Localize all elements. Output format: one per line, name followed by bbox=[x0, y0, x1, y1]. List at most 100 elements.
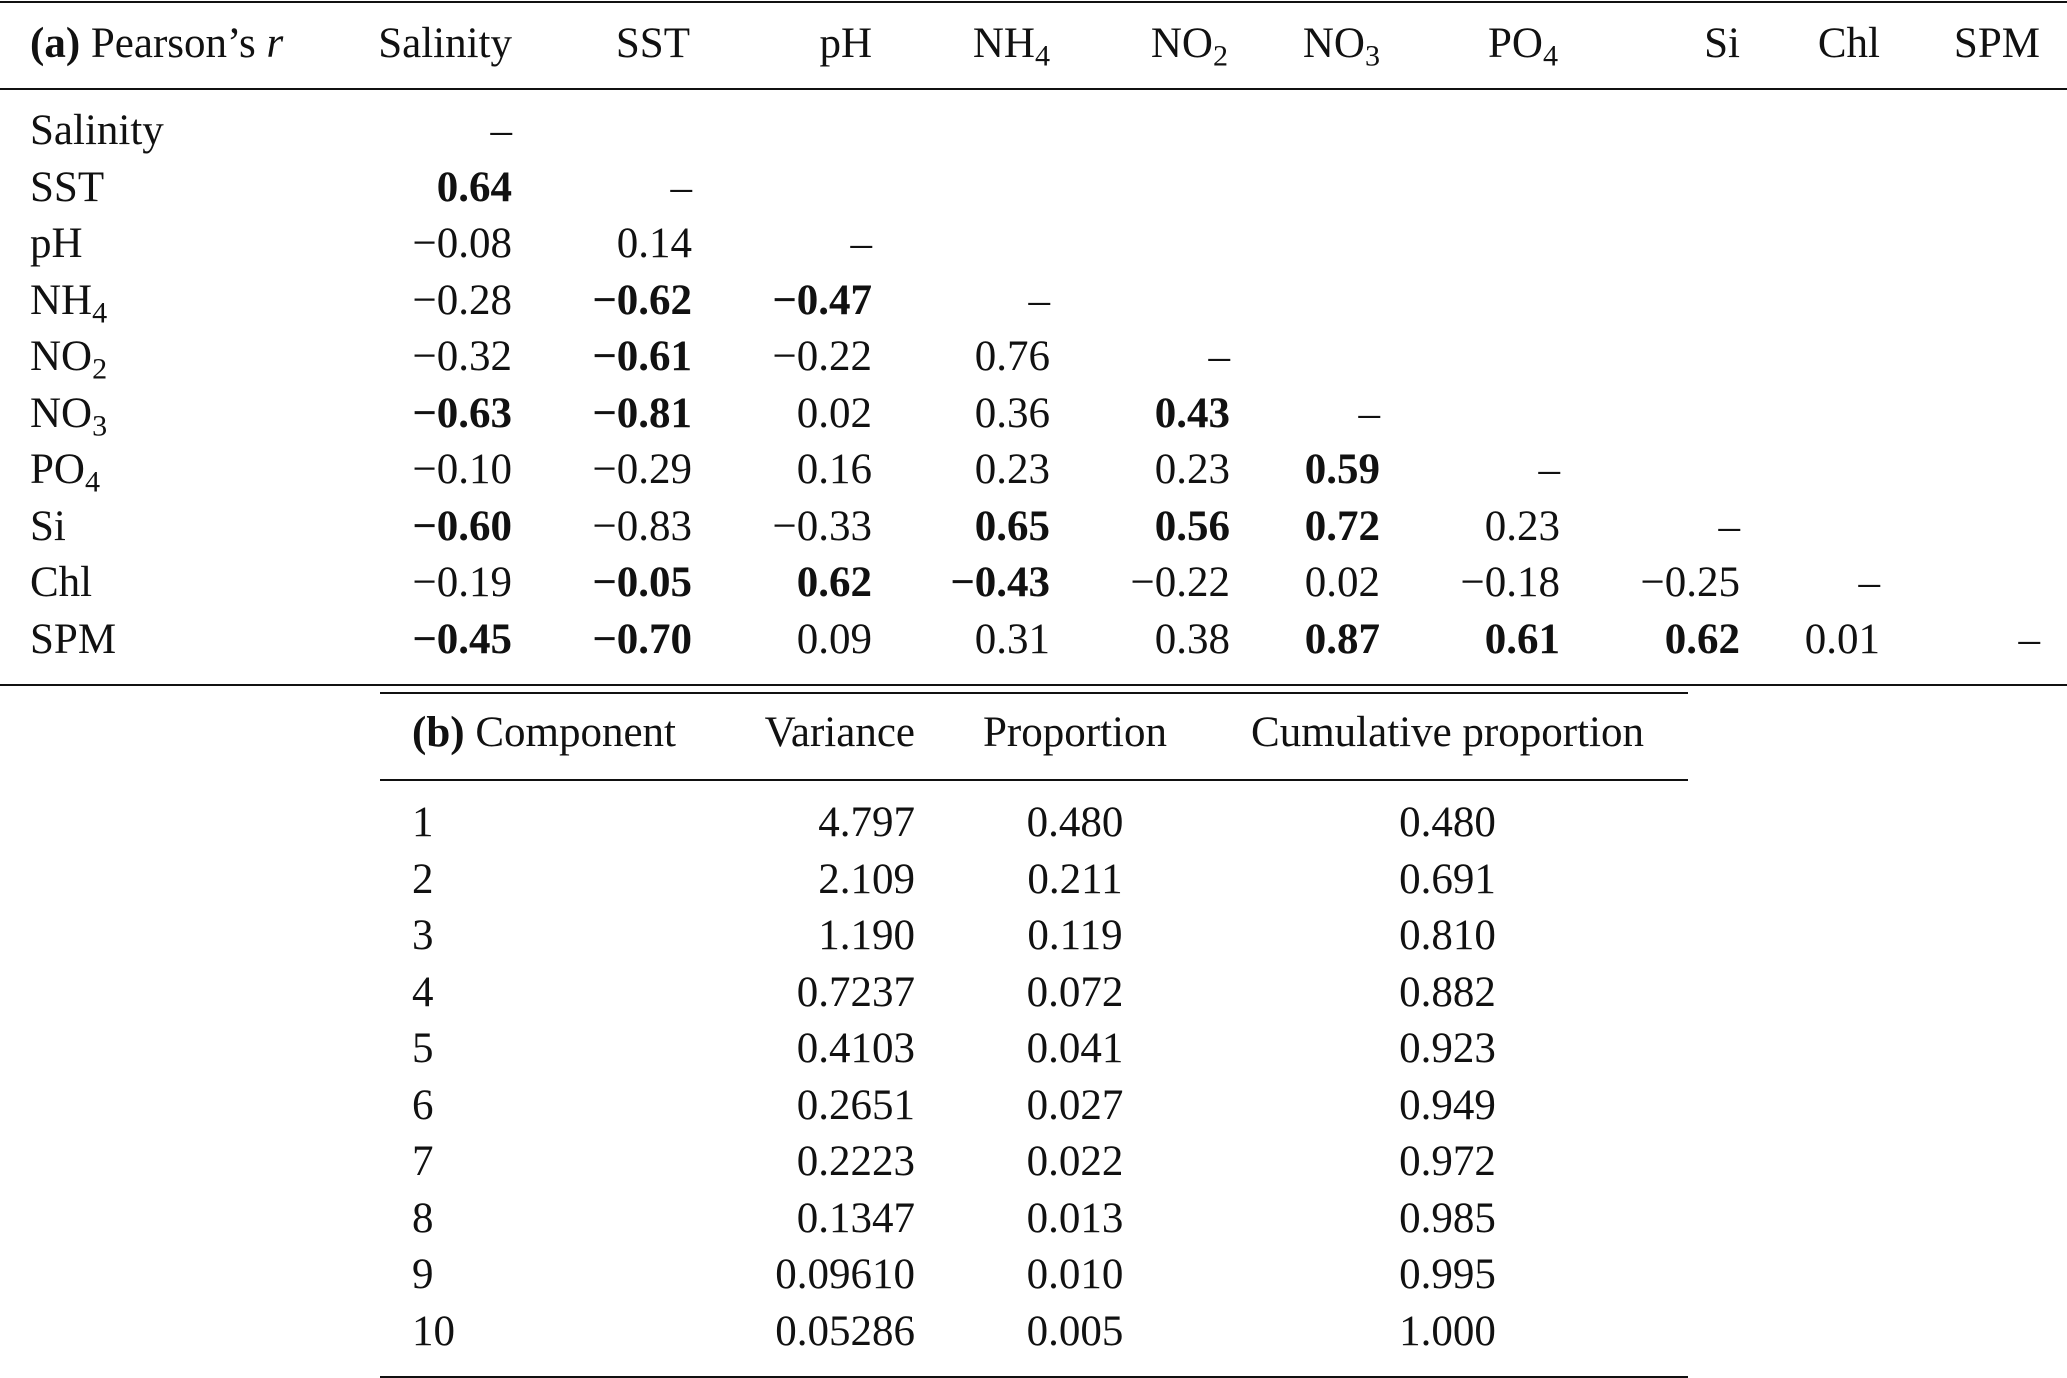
table-a-cell: – bbox=[1208, 333, 1231, 380]
table-a-cell: −0.22 bbox=[1130, 559, 1230, 606]
table-a-cell: – bbox=[670, 163, 693, 211]
table-a-cell: −0.32 bbox=[412, 333, 512, 380]
table-b-variance-cell: 4.797 bbox=[818, 799, 915, 846]
table-a-title-text: Pearson’s bbox=[90, 20, 267, 67]
table-a-cell: 0.38 bbox=[1154, 615, 1230, 663]
table-a-cell: 0.23 bbox=[1484, 502, 1560, 550]
table-b-bottom-rule bbox=[380, 1376, 1688, 1378]
table-b-proportion-cell: 0.119 bbox=[1027, 912, 1123, 959]
table-a-bottom-rule bbox=[0, 684, 2067, 686]
table-a-cell: 0.56 bbox=[1154, 502, 1230, 550]
table-b-component-cell: 10 bbox=[412, 1307, 455, 1355]
table-b-component-cell: 2 bbox=[412, 855, 434, 903]
table-a-label: (a) bbox=[30, 20, 81, 67]
table-b-proportion-cell: 0.005 bbox=[1026, 1307, 1124, 1355]
table-b-header-rule bbox=[380, 779, 1688, 781]
table-a-column-header: NH4 bbox=[972, 20, 1050, 73]
table-b-component-cell: 5 bbox=[412, 1025, 434, 1072]
table-b-cumulative-cell: 0.480 bbox=[1399, 799, 1496, 846]
table-a-cell: 0.61 bbox=[1484, 615, 1560, 663]
table-a-cell: −0.45 bbox=[412, 615, 512, 663]
table-a-cell: 0.14 bbox=[616, 220, 692, 267]
table-b-header-component: (b) Component bbox=[412, 711, 676, 754]
table-a-column-header: Chl bbox=[1817, 20, 1880, 67]
table-a-cell: 0.87 bbox=[1304, 615, 1380, 663]
table-a-row-label: SST bbox=[30, 163, 105, 211]
table-b-cumulative-cell: 0.972 bbox=[1399, 1138, 1496, 1185]
table-b-variance-cell: 0.09610 bbox=[775, 1251, 915, 1298]
table-a-cell: 0.76 bbox=[974, 333, 1050, 380]
table-a-cell: 0.01 bbox=[1804, 615, 1880, 663]
table-b-header-proportion: Proportion bbox=[983, 709, 1167, 756]
table-b-cumulative-cell: 0.882 bbox=[1399, 968, 1496, 1016]
table-a-cell: 0.62 bbox=[1664, 615, 1740, 663]
table-a-cell: −0.05 bbox=[592, 559, 692, 606]
table-a-column-header: Si bbox=[1704, 20, 1740, 67]
table-a-column-header: Salinity bbox=[378, 20, 512, 67]
table-b-cumulative-cell: 0.949 bbox=[1399, 1081, 1496, 1129]
table-b-proportion-cell: 0.480 bbox=[1026, 799, 1124, 846]
table-b-component-cell: 6 bbox=[412, 1081, 434, 1129]
table-a-cell: 0.36 bbox=[974, 389, 1050, 437]
table-a-cell: 0.72 bbox=[1304, 502, 1380, 550]
table-a-cell: – bbox=[1358, 389, 1381, 437]
table-a-row-label: Salinity bbox=[30, 107, 164, 154]
table-b-cumulative-cell: 1.000 bbox=[1399, 1307, 1496, 1355]
table-b-cumulative-cell: 0.810 bbox=[1399, 912, 1496, 959]
table-b-proportion-cell: 0.010 bbox=[1026, 1251, 1124, 1298]
table-a-cell: 0.31 bbox=[974, 615, 1050, 663]
table-a-row-label: pH bbox=[30, 220, 83, 267]
table-a-cell: −0.62 bbox=[592, 276, 692, 324]
table-a-cell: −0.83 bbox=[592, 502, 692, 550]
table-a-cell: −0.63 bbox=[412, 389, 512, 437]
table-b-proportion-cell: 0.022 bbox=[1026, 1138, 1124, 1185]
table-a-column-header: NO2 bbox=[1150, 20, 1228, 73]
table-a-column-header: NO3 bbox=[1302, 20, 1380, 73]
table-a-cell: −0.70 bbox=[592, 615, 692, 663]
table-b-proportion-cell: 0.041 bbox=[1026, 1025, 1124, 1072]
table-b-component-cell: 8 bbox=[412, 1194, 434, 1242]
table-b-variance-cell: 0.05286 bbox=[775, 1307, 915, 1355]
table-b-proportion-cell: 0.013 bbox=[1026, 1194, 1124, 1242]
table-a-cell: −0.10 bbox=[412, 446, 512, 493]
table-a-cell: 0.65 bbox=[974, 502, 1050, 550]
table-a-cell: −0.18 bbox=[1460, 559, 1560, 606]
table-a-cell: −0.28 bbox=[412, 276, 512, 324]
table-a-cell: – bbox=[1028, 276, 1051, 324]
table-b-cumulative-cell: 0.985 bbox=[1399, 1194, 1496, 1242]
table-a-cell: 0.16 bbox=[796, 446, 872, 493]
table-a-title: (a) Pearson’s r bbox=[30, 22, 283, 65]
table-a-row-label: NO2 bbox=[30, 333, 108, 386]
table-a-header-rule bbox=[0, 88, 2067, 90]
table-b-variance-cell: 0.2651 bbox=[796, 1081, 915, 1129]
table-a-cell: −0.61 bbox=[592, 333, 692, 380]
table-b-top-rule bbox=[380, 692, 1688, 694]
table-a-row-label: Chl bbox=[30, 559, 93, 606]
table-b-proportion-cell: 0.027 bbox=[1026, 1081, 1124, 1129]
table-a-cell: −0.19 bbox=[412, 559, 512, 606]
table-a-cell: −0.08 bbox=[412, 220, 512, 267]
table-a-cell: 0.64 bbox=[436, 163, 512, 211]
table-a-cell: −0.29 bbox=[592, 446, 692, 493]
table-a-cell: −0.33 bbox=[772, 502, 872, 550]
table-b-variance-cell: 0.2223 bbox=[796, 1138, 915, 1185]
table-a-cell: −0.81 bbox=[592, 389, 692, 437]
table-a-cell: 0.09 bbox=[796, 615, 872, 663]
table-a-cell: – bbox=[1718, 502, 1741, 550]
table-b-variance-cell: 0.1347 bbox=[796, 1194, 915, 1242]
table-a-cell: −0.47 bbox=[772, 276, 872, 324]
table-b-header-component-text: Component bbox=[475, 709, 676, 756]
table-a-cell: 0.59 bbox=[1304, 446, 1380, 493]
table-a-cell: −0.60 bbox=[412, 502, 512, 550]
table-a-cell: 0.62 bbox=[796, 559, 872, 606]
table-a-row-label: Si bbox=[30, 502, 66, 550]
table-a-column-header: pH bbox=[819, 20, 872, 67]
table-a-cell: −0.22 bbox=[772, 333, 872, 380]
table-a-row-label: SPM bbox=[30, 615, 117, 663]
table-b-cumulative-cell: 0.691 bbox=[1399, 855, 1496, 903]
table-a-cell: – bbox=[1538, 446, 1561, 493]
table-b-header-variance: Variance bbox=[764, 709, 915, 756]
table-b-component-cell: 7 bbox=[412, 1138, 434, 1185]
table-b-component-cell: 4 bbox=[412, 968, 434, 1016]
table-b-variance-cell: 2.109 bbox=[818, 855, 915, 903]
